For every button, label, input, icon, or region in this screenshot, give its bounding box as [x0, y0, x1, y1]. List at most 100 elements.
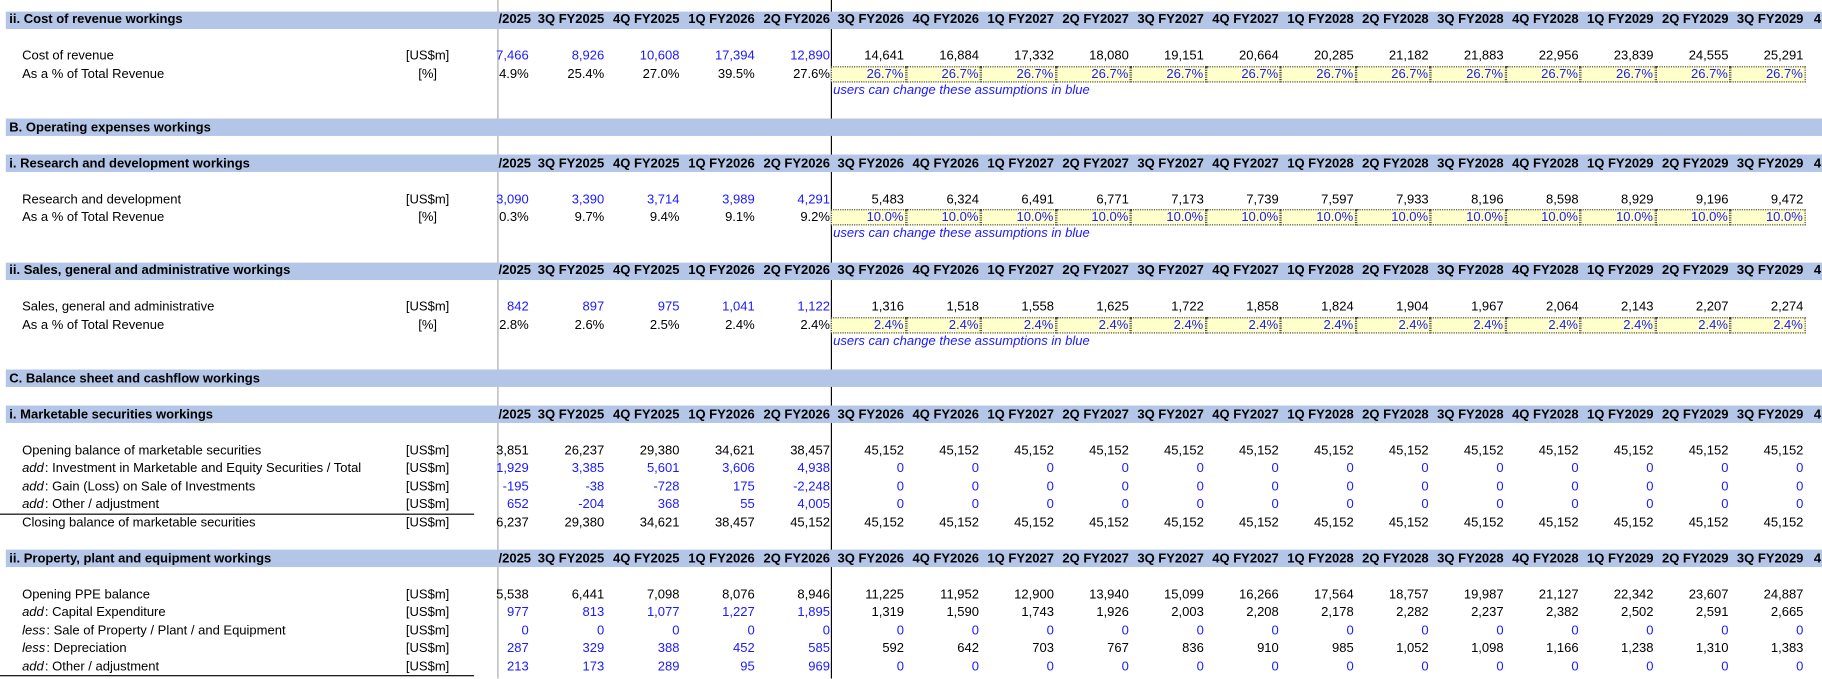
column-header: 4Q FY2026 [912, 156, 979, 171]
cell-value: 2,502 [1620, 605, 1654, 620]
cell-value: 2.4% [1430, 316, 1506, 333]
cell-value: 45,152 [1763, 515, 1804, 530]
cell-value: 18,757 [1388, 587, 1429, 602]
column-header: 4Q FY2028 [1512, 156, 1579, 171]
cell-value: 16,884 [939, 48, 979, 63]
row-label: : Other / adjustment [44, 659, 160, 674]
cell-value: 6,771 [1096, 192, 1129, 207]
cell-value: 26.7% [1430, 65, 1506, 82]
column-header: 1Q FY2029 [1587, 156, 1654, 171]
cell-value: 9.4% [649, 210, 680, 225]
column-header: 2Q FY2026 [763, 407, 830, 422]
cell-value: 3,390 [571, 192, 605, 207]
cell-value: 3,714 [646, 192, 680, 207]
cell-value: 4,005 [797, 497, 830, 512]
cell-value: 45,152 [864, 515, 905, 530]
cell-value: 0 [1646, 659, 1654, 674]
cell-value: 26.7% [1505, 65, 1581, 82]
cell-value: 26.7% [905, 65, 981, 82]
cell-value: -38 [585, 479, 605, 494]
cell-value: 0 [596, 623, 605, 638]
cell-value: 9,472 [1770, 192, 1804, 207]
cell-value: 0 [1796, 623, 1804, 638]
cell-value: 0 [1346, 497, 1354, 512]
cell-value: 55 [740, 497, 755, 512]
cell-value: 0 [1496, 497, 1504, 512]
cell-value: 45,152 [1538, 443, 1579, 458]
cell-value: 21,127 [1538, 587, 1579, 602]
cell-value: 2.4% [1130, 316, 1206, 333]
cell-value: 2.4% [1055, 316, 1131, 333]
cell-value: 2.4% [1580, 316, 1656, 333]
row-label: As a % of Total Revenue [22, 66, 165, 81]
section-bar [5, 405, 1822, 423]
cell-value: 910 [1257, 641, 1279, 656]
column-header: 2Q FY2029 [1661, 12, 1729, 27]
row-unit: [US$m] [405, 299, 450, 314]
column-header: 2Q FY2027 [1062, 156, 1129, 171]
cell-value: 2,665 [1770, 605, 1804, 620]
cell-value: 767 [1107, 641, 1129, 656]
cell-value: 1,310 [1695, 641, 1729, 656]
cell-value: 18,080 [1089, 48, 1129, 63]
cell-value: 24,887 [1763, 587, 1804, 602]
cell-value: 45,152 [1388, 515, 1429, 530]
column-header: 4Q FY2027 [1212, 407, 1279, 422]
cell-value: 26.7% [1580, 65, 1656, 82]
cell-value: 289 [657, 659, 680, 674]
cell-value: 1,319 [871, 605, 905, 620]
cell-value: 0 [1346, 623, 1354, 638]
cell-value: 17,332 [1014, 48, 1054, 63]
assumption-note: users can change these assumptions in bl… [833, 334, 1090, 349]
column-header: 1Q FY2028 [1287, 551, 1354, 566]
cell-value: 0 [1271, 497, 1279, 512]
row-label: : Investment in Marketable and Equity Se… [44, 461, 362, 476]
cell-value: 0 [1571, 623, 1579, 638]
column-header: 3Q FY2028 [1437, 12, 1504, 27]
cell-value: 1,625 [1096, 299, 1129, 314]
cell-value: 45,152 [1014, 515, 1054, 530]
cell-value: 0 [1421, 497, 1429, 512]
column-header: 3Q FY2027 [1137, 12, 1204, 27]
column-header: 3Q FY2025 [537, 407, 605, 422]
cell-value: 2.4% [1205, 316, 1281, 333]
cell-value: 173 [582, 659, 605, 674]
cell-value: 26.7% [1280, 65, 1356, 82]
cell-value: 23,839 [1613, 48, 1654, 63]
cell-value: 45,152 [1313, 443, 1354, 458]
cell-value: 2.4% [980, 316, 1056, 333]
cell-value: 1,166 [1546, 641, 1579, 656]
cell-value: 1,098 [1471, 641, 1504, 656]
cell-value: 10.0% [1430, 209, 1506, 226]
column-header: 3Q FY2029 [1736, 156, 1804, 171]
row-label: : Gain (Loss) on Sale of Investments [44, 479, 256, 494]
cell-value: 0 [971, 659, 979, 674]
row-label: As a % of Total Revenue [22, 317, 165, 332]
column-header: 2Q FY2029 [1661, 551, 1729, 566]
cell-value: 10.0% [1130, 209, 1206, 226]
cell-value: 0 [1496, 659, 1504, 674]
cell-value: 0 [1121, 479, 1129, 494]
column-header: 1Q FY2027 [987, 156, 1054, 171]
cell-value: 0 [1271, 623, 1279, 638]
cell-value: 26.7% [1055, 65, 1131, 82]
row-label: Opening PPE balance [22, 587, 151, 602]
cell-value: 0 [1496, 461, 1504, 476]
column-header: 4 [1813, 12, 1822, 27]
column-header: 3Q FY2029 [1736, 407, 1804, 422]
column-header: 4Q FY2025 [612, 407, 680, 422]
column-header: 3Q FY2028 [1437, 407, 1504, 422]
cell-value: 2.4% [905, 316, 981, 333]
cell-value: 26.7% [830, 65, 906, 82]
cell-value: 0 [1796, 497, 1804, 512]
row-prefix: add [22, 479, 44, 494]
cell-value: 2,382 [1546, 605, 1579, 620]
cell-value: 5,538 [496, 587, 529, 602]
cell-value: 39.5% [717, 66, 755, 81]
column-header: 3Q FY2026 [837, 407, 905, 422]
section-bar [5, 369, 1822, 387]
cell-value: 0 [896, 497, 905, 512]
cell-value: 0 [1496, 479, 1504, 494]
cell-value: 0 [1046, 659, 1054, 674]
column-header: 4Q FY2028 [1512, 551, 1579, 566]
